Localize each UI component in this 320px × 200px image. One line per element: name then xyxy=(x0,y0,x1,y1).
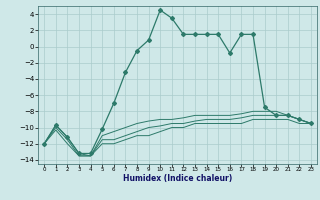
X-axis label: Humidex (Indice chaleur): Humidex (Indice chaleur) xyxy=(123,174,232,183)
